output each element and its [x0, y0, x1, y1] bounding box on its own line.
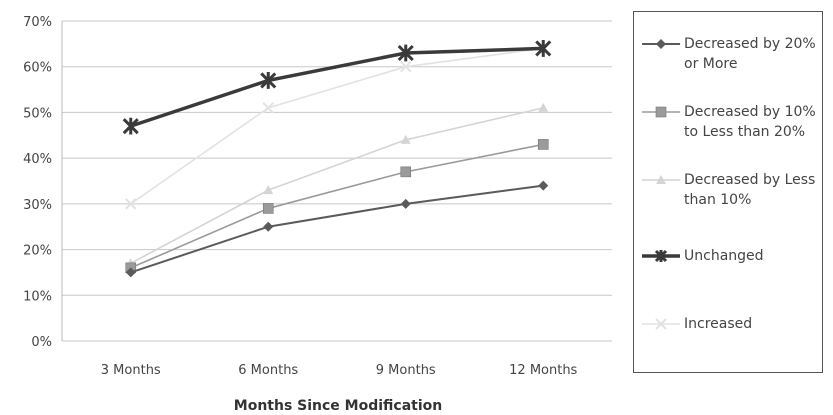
- data-point: [125, 267, 136, 278]
- square-marker-icon: [642, 106, 680, 118]
- data-point: [400, 61, 412, 73]
- legend-label: Unchanged: [684, 248, 764, 264]
- series-line: [130, 107, 544, 264]
- series-line: [130, 184, 544, 274]
- data-point: [263, 221, 274, 232]
- series-2: [125, 139, 549, 274]
- triangle-marker-icon: [642, 175, 680, 184]
- data-point: [400, 198, 411, 209]
- x-tick-label: 9 Months: [376, 363, 436, 378]
- y-tick-label: 50%: [23, 106, 52, 121]
- data-point: [538, 180, 549, 191]
- y-tick-label: 30%: [23, 198, 52, 213]
- data-point: [262, 203, 274, 214]
- data-point: [537, 139, 549, 150]
- x-axis-title: Months Since Modification: [234, 398, 442, 414]
- data-point: [260, 72, 277, 89]
- y-tick-label: 20%: [23, 244, 52, 259]
- x-axis-ticks: 3 Months 6 Months 9 Months 12 Months: [101, 363, 578, 378]
- series-line: [130, 143, 544, 269]
- legend: Decreased by 20% or More Decreased by 10%…: [633, 11, 823, 373]
- x-tick-label: 12 Months: [509, 363, 577, 378]
- data-point: [538, 102, 549, 112]
- data-point: [263, 185, 274, 195]
- data-point: [262, 102, 274, 114]
- legend-label: Decreased by 20% or More: [684, 36, 816, 72]
- y-axis-ticks: 0% 10% 20% 30% 40% 50% 60% 70%: [23, 15, 52, 350]
- legend-label: Decreased by Less than 10%: [684, 172, 816, 208]
- y-tick-label: 10%: [23, 289, 52, 304]
- series-group: [122, 40, 552, 278]
- series-line: [130, 47, 544, 205]
- series-4: [122, 40, 552, 135]
- y-tick-label: 60%: [23, 61, 52, 76]
- gridlines: [61, 20, 612, 342]
- y-tick-label: 0%: [31, 335, 52, 350]
- series-line: [130, 46, 544, 128]
- data-point: [400, 134, 411, 144]
- y-tick-label: 70%: [23, 15, 52, 30]
- star-marker-icon: [642, 249, 680, 263]
- diamond-marker-icon: [642, 39, 680, 49]
- data-point: [535, 40, 552, 57]
- x-tick-label: 3 Months: [101, 363, 161, 378]
- y-tick-label: 40%: [23, 152, 52, 167]
- legend-label: Decreased by 10% to Less than 20%: [684, 104, 816, 140]
- x-marker-icon: [642, 318, 680, 330]
- data-point: [400, 166, 412, 178]
- series-1: [125, 180, 549, 278]
- legend-label: Increased: [684, 316, 753, 332]
- data-point: [397, 44, 414, 62]
- data-point: [122, 117, 139, 135]
- x-tick-label: 6 Months: [238, 363, 298, 378]
- data-point: [125, 198, 137, 210]
